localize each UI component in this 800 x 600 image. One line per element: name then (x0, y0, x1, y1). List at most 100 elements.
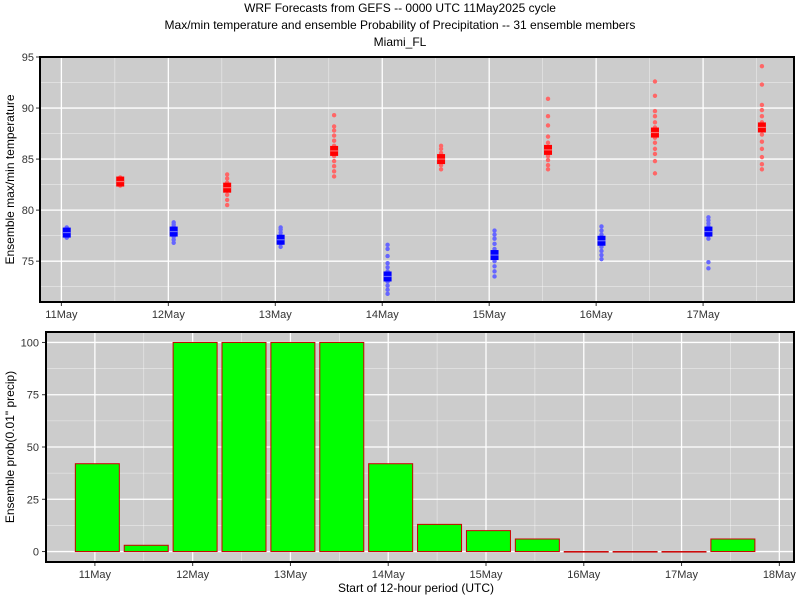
max-temp-member-point (438, 167, 444, 172)
max-temp-member-point (331, 128, 337, 133)
chart-title-location: Miami_FL (373, 35, 427, 49)
x-tick-label: 11May (45, 309, 78, 321)
min-temp-member-point (706, 215, 711, 220)
max-temp-member-point (652, 108, 658, 114)
max-temp-member-point (224, 192, 230, 198)
max-temp-member-point (331, 169, 337, 174)
precip-probability-bar (465, 530, 511, 553)
max-temp-member-point (438, 150, 444, 156)
precip-probability-bar (319, 341, 365, 553)
min-temp-member-point (492, 274, 497, 279)
max-temp-member-point (759, 167, 765, 172)
x-tick-label: 18May (763, 569, 797, 581)
x-tick-label: 12May (176, 569, 210, 581)
max-temp-member-point (759, 102, 765, 108)
min-temp-member-point (492, 269, 497, 274)
y-tick-label: 90 (22, 103, 34, 115)
max-temp-member-point (759, 146, 765, 152)
y-tick-label: 100 (21, 337, 39, 349)
y-tick-label: 95 (22, 52, 34, 64)
max-temp-member-point (545, 157, 551, 163)
x-tick-label: 16May (580, 309, 614, 321)
precip-probability-bar (514, 538, 560, 553)
min-temp-member-point (278, 230, 283, 235)
min-temp-member-point (706, 221, 711, 226)
x-tick-label: 16May (567, 569, 601, 581)
max-temp-member-point (759, 114, 765, 119)
max-temp-member-point (759, 107, 765, 113)
min-temp-member-point (171, 240, 176, 245)
max-temp-member-point (652, 120, 658, 125)
min-temp-member-point (706, 236, 711, 241)
max-temp-member-point (331, 138, 337, 143)
x-tick-label: 13May (274, 569, 308, 581)
x-tick-label: 15May (473, 309, 507, 321)
min-temp-member-point (599, 224, 604, 229)
min-temp-member-point (492, 228, 497, 233)
min-temp-member-point (706, 266, 711, 271)
max-temp-member-point (224, 202, 230, 208)
min-temp-member-point (385, 283, 390, 288)
max-temp-member-point (759, 132, 765, 137)
min-temp-member-point (171, 237, 176, 242)
chart-title-line-1: WRF Forecasts from GEFS -- 0000 UTC 11Ma… (244, 1, 556, 15)
y-tick-label: 75 (22, 256, 34, 268)
precip-probability-bar (710, 538, 756, 553)
min-temp-member-point (385, 242, 390, 248)
max-temp-member-point (759, 139, 765, 144)
max-temp-member-point (331, 124, 337, 129)
max-temp-member-point (545, 134, 551, 139)
max-temp-member-point (224, 172, 230, 177)
precip-probability-bar (123, 544, 169, 553)
precip-probability-bar (563, 551, 609, 553)
x-tick-label: 17May (687, 309, 721, 321)
max-temp-member-point (652, 93, 658, 98)
max-temp-member-point (331, 133, 337, 138)
x-tick-label: 17May (665, 569, 699, 581)
x-tick-label: 12May (152, 309, 186, 321)
y-tick-label: 50 (27, 442, 39, 454)
max-temp-member-point (759, 82, 765, 87)
max-temp-member-point (224, 176, 230, 181)
max-temp-member-point (545, 114, 551, 119)
precip-probability-bar (270, 341, 316, 553)
x-axis-title: Start of 12-hour period (UTC) (338, 581, 494, 595)
precip-probability-bar (612, 551, 658, 553)
max-temp-member-point (545, 153, 551, 159)
temperature-chart: 11May 12May 13May 14May 15May 16May 17May 75 80 8… (3, 52, 795, 321)
y-tick-label: 80 (22, 205, 34, 217)
x-tick-label: 14May (366, 309, 400, 321)
max-temp-member-point (331, 112, 337, 118)
y-axis-title: Ensemble prob(0.01" precip) (3, 371, 17, 523)
min-temp-member-point (278, 244, 283, 250)
y-tick-label: 85 (22, 154, 34, 166)
x-tick-label: 15May (469, 569, 503, 581)
min-temp-member-point (385, 291, 390, 297)
x-tick-label: 11May (79, 569, 112, 581)
max-temp-member-point (759, 63, 765, 69)
min-temp-member-point (385, 287, 390, 292)
max-temp-member-point (652, 158, 658, 164)
min-temp-member-point (599, 232, 604, 237)
min-temp-member-point (492, 241, 497, 247)
max-temp-member-point (545, 123, 551, 128)
min-temp-member-point (492, 258, 497, 264)
precip-probability-bar (661, 551, 707, 553)
min-temp-member-point (599, 244, 604, 250)
min-temp-member-point (492, 264, 497, 269)
max-temp-member-point (331, 174, 337, 179)
min-temp-member-point (385, 261, 390, 266)
x-tick-label: 14May (372, 569, 406, 581)
min-temp-member-point (599, 248, 604, 254)
max-temp-member-point (545, 167, 551, 172)
chart-title-line-2: Max/min temperature and ensemble Probabi… (164, 18, 636, 32)
precip-probability-bar (221, 341, 267, 553)
max-temp-member-point (545, 140, 551, 145)
y-tick-label: 25 (27, 494, 39, 506)
precip-probability-bar (74, 463, 120, 553)
max-temp-member-point (438, 143, 444, 149)
min-temp-member-point (706, 259, 711, 265)
y-tick-label: 75 (27, 390, 39, 402)
max-temp-member-point (652, 151, 658, 157)
